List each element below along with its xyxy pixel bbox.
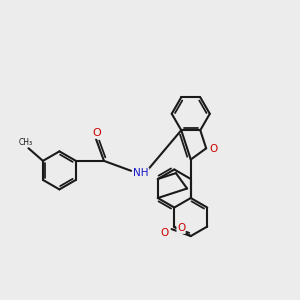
Text: CH₃: CH₃ [19, 138, 33, 147]
Text: O: O [161, 228, 169, 238]
Text: O: O [92, 128, 101, 138]
Text: O: O [177, 224, 185, 233]
Text: O: O [210, 144, 218, 154]
Text: NH: NH [134, 168, 149, 178]
